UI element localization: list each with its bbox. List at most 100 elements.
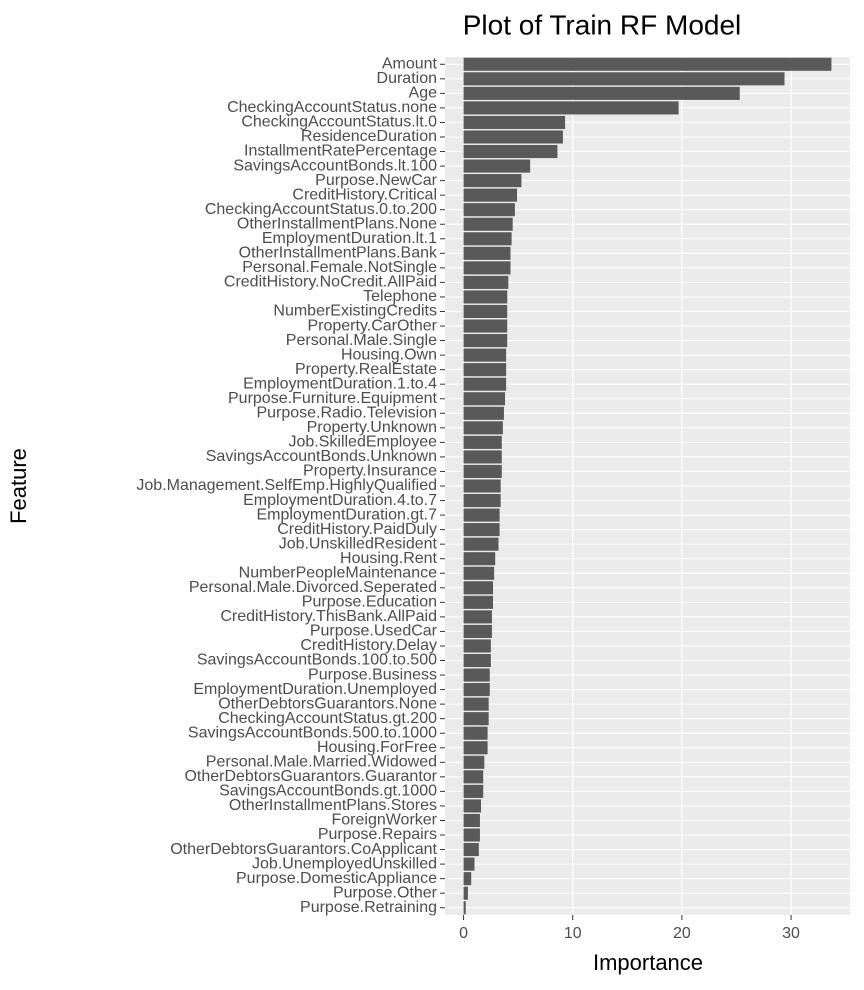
bar	[463, 217, 513, 231]
y-tick-label: Property.RealEstate	[295, 361, 437, 378]
y-tick-label: Personal.Female.NotSingle	[242, 259, 437, 276]
y-tick-label: SavingsAccountBonds.lt.100	[233, 157, 437, 174]
bar	[463, 552, 496, 566]
bar	[463, 450, 502, 464]
y-tick-label: Personal.Male.Married.Widowed	[206, 754, 437, 771]
x-tick-label: 30	[782, 925, 800, 942]
y-tick-label: Property.CarOther	[307, 317, 437, 334]
y-tick-label: CreditHistory.NoCredit.AllPaid	[224, 274, 437, 291]
bar	[463, 828, 480, 842]
y-tick-label: CheckingAccountStatus.none	[227, 99, 437, 116]
y-tick-label: Duration	[377, 70, 437, 87]
bar	[463, 610, 492, 624]
y-tick-label: SavingsAccountBonds.100.to.500	[197, 652, 437, 669]
bar	[463, 697, 489, 711]
bar	[463, 668, 490, 682]
y-tick-label: CreditHistory.Delay	[300, 637, 437, 654]
bar	[463, 653, 491, 668]
bar	[463, 86, 740, 100]
y-tick-label: Purpose.Repairs	[318, 826, 437, 843]
y-tick-label: CreditHistory.PaidDuly	[277, 521, 437, 538]
bar	[463, 72, 785, 86]
bar	[463, 304, 508, 319]
bar	[463, 319, 508, 333]
y-tick-label: OtherInstallmentPlans.Bank	[239, 245, 438, 262]
y-tick-label: SavingsAccountBonds.500.to.1000	[188, 724, 437, 741]
bar	[463, 421, 503, 435]
bar	[463, 435, 502, 449]
y-tick-label: Purpose.Education	[302, 594, 437, 611]
bar	[463, 115, 566, 129]
y-tick-label: Purpose.DomesticAppliance	[236, 870, 437, 887]
y-tick-label: Amount	[382, 55, 438, 72]
bar	[463, 901, 466, 915]
bar	[463, 130, 563, 144]
bar	[463, 203, 515, 217]
y-tick-label: EmploymentDuration.Unemployed	[193, 681, 437, 698]
bar	[463, 813, 480, 828]
y-tick-label: Purpose.Radio.Television	[256, 405, 437, 422]
y-tick-label: Purpose.Furniture.Equipment	[228, 390, 438, 407]
y-tick-label: CreditHistory.Critical	[292, 186, 437, 203]
y-tick-label: SavingsAccountBonds.Unknown	[206, 448, 437, 465]
y-tick-label: Purpose.Retraining	[300, 899, 437, 916]
y-tick-label: InstallmentRatePercentage	[244, 143, 437, 160]
y-tick-label: CheckingAccountStatus.lt.0	[241, 114, 437, 131]
y-tick-label: CreditHistory.ThisBank.AllPaid	[220, 608, 437, 625]
bar	[463, 246, 511, 260]
y-tick-label: NumberExistingCredits	[273, 303, 437, 320]
bar	[463, 741, 488, 755]
y-tick-label: Housing.ForFree	[317, 739, 437, 756]
y-tick-label: EmploymentDuration.lt.1	[262, 230, 437, 247]
bar	[463, 712, 489, 726]
y-tick-label: Job.Management.SelfEmp.HighlyQualified	[136, 477, 437, 494]
bar	[463, 174, 522, 188]
y-tick-label: Job.UnskilledResident	[279, 535, 438, 552]
bar	[463, 261, 511, 275]
bar	[463, 290, 508, 304]
x-tick-label: 0	[459, 925, 468, 942]
y-tick-label: Purpose.UsedCar	[310, 623, 438, 640]
bar	[463, 377, 507, 391]
x-tick-label: 10	[564, 925, 582, 942]
bar	[463, 537, 499, 551]
y-tick-label: CheckingAccountStatus.gt.200	[218, 710, 437, 727]
bar	[463, 799, 482, 813]
bar	[463, 188, 518, 202]
y-axis-label: Feature	[6, 448, 31, 524]
bar	[463, 159, 531, 173]
y-tick-label: Property.Unknown	[307, 419, 437, 436]
bar	[463, 857, 475, 871]
bar	[463, 101, 679, 115]
y-tick-label: Age	[409, 85, 438, 102]
x-tick-label: 20	[673, 925, 691, 942]
bar	[463, 523, 500, 537]
bar	[463, 639, 491, 653]
y-tick-label: Property.Insurance	[303, 463, 437, 480]
y-tick-label: OtherDebtorsGuarantors.Guarantor	[184, 768, 437, 785]
y-tick-label: OtherDebtorsGuarantors.None	[218, 695, 437, 712]
x-axis-label: Importance	[593, 950, 703, 975]
y-tick-label: EmploymentDuration.4.to.7	[243, 492, 437, 509]
y-tick-label: Housing.Rent	[340, 550, 438, 567]
bar	[463, 843, 479, 857]
bar	[463, 479, 501, 493]
bar	[463, 726, 488, 740]
y-tick-label: Personal.Male.Divorced.Seperated	[189, 579, 437, 596]
bar	[463, 566, 495, 580]
bar	[463, 581, 494, 595]
bar	[463, 275, 509, 289]
bar	[463, 872, 472, 886]
y-tick-label: Purpose.Business	[308, 666, 437, 683]
bar	[463, 334, 508, 348]
bar	[463, 784, 484, 798]
y-tick-label: OtherInstallmentPlans.Stores	[229, 797, 437, 814]
bar	[463, 755, 485, 769]
bar	[463, 144, 558, 159]
bar	[463, 624, 492, 638]
y-tick-label: EmploymentDuration.gt.7	[256, 506, 437, 523]
y-tick-label: OtherInstallmentPlans.None	[237, 215, 437, 232]
y-tick-label: Housing.Own	[341, 346, 437, 363]
bar	[463, 508, 500, 522]
